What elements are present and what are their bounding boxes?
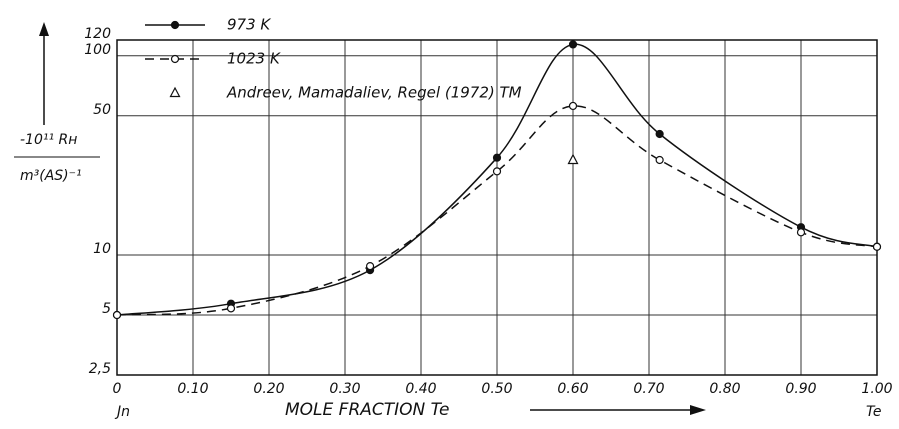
legend-marker xyxy=(169,86,181,98)
x-tick-label: 0 xyxy=(113,381,122,397)
x-tick-label: 0.70 xyxy=(633,381,664,397)
y-tick-label: 10 xyxy=(93,241,111,257)
point xyxy=(492,167,502,176)
point xyxy=(365,261,375,271)
x-tick-label: 0.80 xyxy=(709,381,740,397)
y-tick-label: 50 xyxy=(93,102,111,118)
point xyxy=(655,155,664,165)
x-tick-label: 0.20 xyxy=(253,381,284,397)
point xyxy=(655,129,664,139)
x-label: MOLE FRACTION Te xyxy=(285,400,449,420)
point xyxy=(112,310,122,320)
legend-label: 973 K xyxy=(227,16,271,34)
point xyxy=(796,228,806,237)
x-tick-label: 0.90 xyxy=(785,381,816,397)
x-tick-label: 0.40 xyxy=(405,381,436,397)
legend-marker xyxy=(170,20,180,30)
x-tick-label: 0.50 xyxy=(481,381,512,397)
y-label-top: -10¹¹ Rн xyxy=(20,132,77,148)
series-line xyxy=(116,105,878,316)
x-tick-label: 1.00 xyxy=(861,381,892,397)
y-label-bottom: m³(AS)⁻¹ xyxy=(20,168,82,184)
x-tick-label: 0.60 xyxy=(557,381,588,397)
point xyxy=(872,242,882,251)
x-arrow-head xyxy=(690,405,706,415)
legend-marker xyxy=(170,54,180,64)
point xyxy=(567,153,579,165)
y-tick-label: 5 xyxy=(102,301,111,317)
plot-frame xyxy=(116,39,878,376)
point xyxy=(568,40,578,49)
point xyxy=(568,101,578,111)
y-arrow-head xyxy=(39,22,49,36)
point xyxy=(226,304,236,313)
x-tick-label: 0.10 xyxy=(177,381,208,397)
legend-label: Andreev, Mamadaliev, Regel (1972) TM xyxy=(226,84,522,102)
point xyxy=(492,153,502,162)
y-tick-label: 120 xyxy=(84,26,111,42)
x-left-end: Jn xyxy=(114,404,130,420)
x-right-end: Te xyxy=(866,404,881,420)
series-line xyxy=(116,43,878,316)
y-tick-label: 2,5 xyxy=(89,361,111,377)
y-tick-label: 100 xyxy=(84,42,111,58)
x-tick-label: 0.30 xyxy=(329,381,360,397)
legend-label: 1023 K xyxy=(227,50,281,68)
